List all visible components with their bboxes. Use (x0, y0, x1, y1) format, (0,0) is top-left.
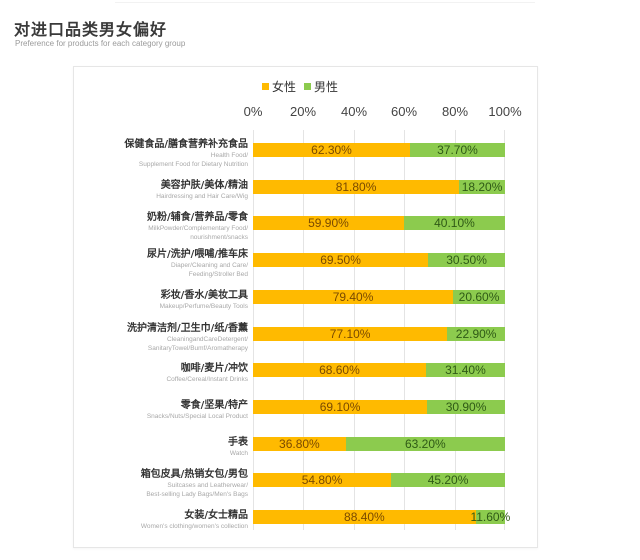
category-label-en: Suitcases and Leatherwear/ (167, 482, 248, 490)
category-label: 奶粉/辅食/营养品/零食 MilkPowder/Complementary Foo… (147, 212, 248, 242)
category-label-en: Health Food/ (210, 152, 248, 159)
x-tick: 40% (340, 104, 368, 119)
x-tick: 60% (390, 104, 418, 119)
bar-row: 36.80% 63.20% (253, 436, 505, 451)
bar-row: 69.50% 30.50% (253, 253, 505, 268)
category-label-cn: 洗护清洁剂/卫生巾/纸/香薰 (127, 322, 248, 334)
bar-row: 81.80% 18.20% (253, 179, 505, 194)
category-label-en: Makeup/Perfume/Beauty Tools (159, 302, 248, 310)
category-label-en: nourishment/snacks (190, 234, 248, 242)
bar-segment-male: 20.60% (453, 289, 505, 304)
bar-segment-male: 45.20% (391, 473, 505, 488)
bar-segment-female: 79.40% (253, 289, 454, 304)
bar-row: 62.30% 37.70% (253, 143, 505, 157)
bar-row: 68.60% 31.40% (253, 363, 505, 378)
legend-swatch-male (304, 83, 312, 90)
category-label-en: Hairdressing and Hair Care/Wig (156, 192, 248, 200)
category-label-cn: 零食/坚果/特产 (180, 399, 248, 411)
category-label-en: Women's clothing/women's collection (140, 523, 248, 530)
legend-item-male: 男性 (304, 78, 338, 95)
bar-segment-male: 30.50% (428, 253, 505, 268)
category-label-en: MilkPowder/Complementary Food/ (148, 225, 248, 233)
bar-segment-male: 37.70% (409, 143, 505, 157)
bar-segment-female: 88.40% (253, 510, 476, 524)
x-axis-ticks: 0% 20% 40% 60% 80% 100% (0, 104, 640, 120)
page-subtitle: Preference for products for each categor… (15, 39, 186, 48)
bar-segment-male: 63.20% (345, 436, 505, 451)
category-label: 尿片/洗护/喂哺/推车床 Diaper/Cleaning and Care/Fee… (147, 249, 248, 279)
bar-segment-female: 68.60% (253, 363, 426, 378)
bar-segment-male: 40.10% (403, 216, 505, 231)
category-label: 手表 Watch (228, 437, 248, 458)
bar-segment-male: 30.90% (427, 399, 505, 414)
category-label-cn: 箱包皮具/热销女包/男包 (140, 469, 248, 481)
bar-segment-male: 22.90% (447, 326, 505, 341)
category-label-en: Watch (229, 449, 248, 457)
bar-segment-female: 69.50% (253, 253, 429, 268)
bar-segment-female: 69.10% (253, 399, 428, 414)
bar-segment-male: 31.40% (425, 363, 505, 378)
category-label: 零食/坚果/特产 Snacks/Nuts/Special Local Produc… (147, 400, 248, 421)
category-label-en: Snacks/Nuts/Special Local Product (146, 412, 248, 420)
legend-label-female: 女性 (272, 80, 297, 94)
bar-segment-female: 81.80% (253, 179, 460, 194)
bar-row: 54.80% 45.20% (253, 473, 505, 488)
category-label: 女装/女士精品 Women's clothing/women's collecti… (141, 510, 248, 531)
x-tick: 80% (441, 104, 469, 119)
category-label-en: Supplement Food for Dietary Nutrition (138, 161, 248, 168)
bar-row: 59.90% 40.10% (253, 216, 505, 231)
bar-row: 69.10% 30.90% (253, 399, 505, 414)
chart-legend: 女性 男性 (262, 78, 346, 95)
top-divider (115, 2, 535, 3)
x-tick: 20% (289, 104, 317, 119)
category-label-cn: 女装/女士精品 (184, 510, 248, 521)
category-label: 咖啡/麦片/冲饮 Coffee/Cereal/Instant Drinks (166, 363, 248, 384)
category-label: 箱包皮具/热销女包/男包 Suitcases and Leatherwear/Be… (141, 469, 248, 499)
category-label-cn: 保健食品/膳食营养补充食品 (124, 139, 248, 150)
bar-row: 88.40% 11.60% (253, 510, 511, 524)
bar-row: 79.40% 20.60% (253, 289, 505, 304)
bar-segment-male: 18.20% (459, 179, 505, 194)
plot-area: 62.30% 37.70% 81.80% 18.20% 59.90% 40.10% 69.5… (253, 130, 511, 530)
bar-segment-female: 54.80% (253, 473, 392, 488)
category-label: 保健食品/膳食营养补充食品 Health Food/Supplement Food… (124, 139, 248, 169)
category-label-cn: 咖啡/麦片/冲饮 (180, 363, 248, 375)
bar-segment-male: 11.60% (470, 510, 511, 524)
category-label-en: CleaningandCareDetergent/ (167, 335, 248, 343)
category-label: 洗护清洁剂/卫生巾/纸/香薰 CleaningandCareDetergent/S… (127, 323, 248, 353)
bar-row: 77.10% 22.90% (253, 326, 505, 341)
bar-segment-female: 77.10% (253, 326, 448, 341)
bar-segment-female: 36.80% (253, 436, 346, 451)
legend-label-male: 男性 (314, 80, 339, 94)
category-label-en: Feeding/Stroller Bed (188, 271, 248, 279)
bar-segment-female: 59.90% (253, 216, 404, 231)
page-title: 对进口品类男女偏好 (14, 20, 168, 39)
category-label-en: SanitaryTowel/Bumf/Aromatherapy (147, 344, 248, 352)
x-tick: 100% (488, 104, 522, 119)
category-label-cn: 彩妆/香水/美妆工具 (160, 289, 248, 301)
category-label-en: Best-selling Lady Bags/Men's Bags (146, 491, 248, 499)
legend-item-female: 女性 (262, 78, 296, 95)
legend-swatch-female (262, 83, 269, 90)
category-label: 彩妆/香水/美妆工具 Makeup/Perfume/Beauty Tools (160, 290, 248, 311)
category-label-en: Diaper/Cleaning and Care/ (171, 262, 248, 270)
bar-segment-female: 62.30% (253, 143, 410, 157)
category-label-en: Coffee/Cereal/Instant Drinks (166, 376, 248, 384)
category-label: 美容护肤/美体/精油 Hairdressing and Hair Care/Wig (156, 180, 248, 201)
category-label-cn: 奶粉/辅食/营养品/零食 (147, 212, 248, 224)
x-tick: 0% (243, 104, 263, 119)
category-label-cn: 手表 (228, 436, 248, 448)
category-label-cn: 尿片/洗护/喂哺/推车床 (147, 249, 248, 261)
category-label-cn: 美容护肤/美体/精油 (160, 179, 248, 191)
